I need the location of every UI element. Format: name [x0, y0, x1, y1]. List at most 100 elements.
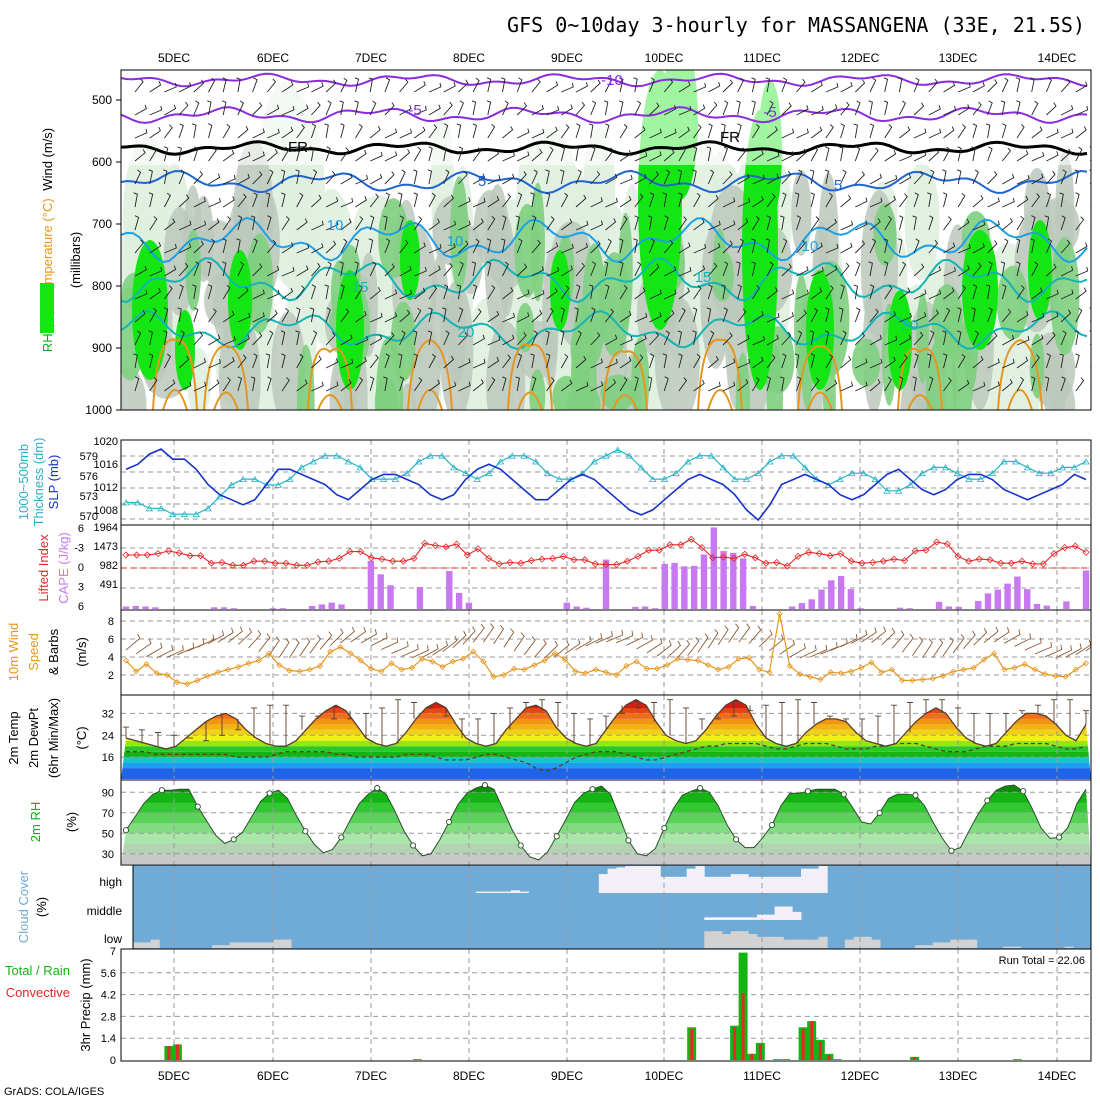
upper-wind-barb: [913, 77, 920, 93]
upper-wind-barb: [1045, 192, 1052, 208]
upper-wind-barb: [766, 354, 776, 369]
lifted-index-point: [485, 554, 493, 562]
upper-wind-barb: [280, 169, 286, 185]
precip-rain-bar: [784, 1059, 788, 1060]
upper-wind-barb: [766, 173, 779, 185]
upper-wind-barb: [825, 146, 830, 162]
upper-wind-barb: [354, 100, 359, 116]
upper-wind-barb: [324, 123, 329, 139]
precip-rain-bar: [801, 1028, 805, 1060]
upper-wind-barb: [619, 149, 632, 162]
upper-wind-barb: [766, 126, 778, 139]
rh-blob-gray: [399, 383, 416, 410]
isotherm-25-dome: [797, 344, 843, 410]
upper-wind-barb: [355, 123, 363, 139]
lifted-index-point: [474, 545, 482, 553]
precip-rain-bar: [913, 1056, 917, 1060]
surface-wind-barb: [452, 630, 467, 649]
max-whisker: [315, 715, 321, 719]
surface-wind-barb: [146, 642, 163, 658]
isotherm-label: -5: [763, 104, 776, 121]
upper-wind-barb: [987, 261, 993, 277]
upper-wind-barb: [590, 79, 601, 93]
upper-wind-barb: [427, 169, 433, 185]
upper-wind-barb: [855, 197, 868, 208]
lifted-index-point: [421, 539, 429, 547]
lifted-index-point: [335, 554, 343, 562]
cloud-low-bar: [950, 939, 960, 948]
upper-wind-barb: [133, 353, 138, 369]
upper-wind-barb: [1060, 266, 1074, 277]
upper-wind-barb: [737, 123, 742, 139]
max-whisker: [555, 702, 561, 728]
cloud-low-bar: [141, 942, 151, 948]
wind-speed-point: [245, 660, 252, 667]
rh-blob-mid: [516, 302, 535, 353]
upper-wind-barb: [134, 309, 146, 323]
upper-wind-barb: [927, 192, 932, 208]
thickness-point: [180, 510, 189, 518]
precip-rain-bar: [750, 1053, 754, 1060]
thickness-point: [1012, 458, 1020, 465]
upper-wind-barb: [649, 77, 655, 93]
thickness-point: [637, 464, 645, 471]
max-whisker: [859, 718, 865, 741]
upper-wind-barb: [575, 220, 589, 231]
upper-wind-barb: [355, 335, 369, 346]
upper-wind-barb: [1031, 261, 1039, 277]
upper-wind-barb: [752, 311, 764, 323]
upper-wind-barb: [1090, 297, 1091, 300]
upper-wind-barb: [531, 78, 541, 93]
slp-tick-label: 1020: [94, 436, 118, 448]
thickness-point: [496, 458, 505, 465]
upper-wind-barb: [913, 263, 925, 277]
upper-wind-barb: [340, 284, 345, 300]
upper-wind-barb: [325, 220, 339, 231]
max-whisker: [155, 732, 161, 747]
upper-wind-barb: [443, 220, 457, 231]
lifted-index-point: [762, 559, 770, 567]
precip-tick-label: 0: [110, 1055, 116, 1067]
upper-wind-barb: [693, 285, 702, 300]
wind-speed-point: [582, 670, 589, 677]
upper-wind-barb: [884, 285, 893, 300]
precip-ticks: 75.64.22.81.40: [101, 946, 116, 1067]
cloud-low-bar: [862, 936, 872, 948]
precip-panel: 75.64.22.81.40 Run Total = 22.06 Total /…: [5, 946, 1092, 1067]
upper-wind-barb: [619, 123, 628, 139]
precip-tick-label: 2.8: [101, 1011, 116, 1023]
cape-bar: [308, 606, 316, 609]
upper-wind-barb: [164, 379, 176, 392]
upper-wind-barb: [987, 381, 1000, 392]
cape-bar: [583, 607, 590, 609]
precip-tick-label: 4.2: [101, 990, 116, 1002]
upper-wind-barb: [487, 149, 500, 162]
max-whisker: [459, 718, 465, 738]
upper-wind-barb: [884, 215, 892, 231]
upper-wind-barb: [178, 123, 184, 139]
lifted-index-point: [794, 552, 802, 560]
wind-speed-point: [296, 668, 303, 675]
lifted-index-point: [389, 557, 397, 565]
upper-wind-barb: [413, 216, 423, 231]
upper-wind-barb: [972, 101, 982, 116]
upper-wind-barb: [590, 171, 601, 185]
wind-speed-point: [1072, 666, 1079, 673]
top-day-label: 5DEC: [158, 51, 190, 65]
upper-wind-barb: [752, 174, 765, 185]
thickness-point: [403, 469, 411, 477]
upper-wind-barb: [428, 285, 438, 300]
upper-wind-barb: [164, 285, 173, 300]
cloud-middle-bar: [792, 911, 802, 920]
upper-wind-barb: [678, 353, 683, 369]
rh-blob-gray: [271, 311, 306, 410]
upper-wind-barb: [193, 261, 200, 277]
upper-wind-barb: [383, 376, 388, 392]
upper-wind-barb: [810, 146, 819, 162]
temperature-tick-label: 16: [102, 752, 114, 764]
surface-wind-barb: [391, 641, 409, 654]
surface-wind-barb: [697, 633, 709, 653]
upper-wind-barb: [252, 151, 265, 162]
isotherm-30-dome: [807, 391, 833, 410]
thickness-point: [578, 469, 587, 477]
